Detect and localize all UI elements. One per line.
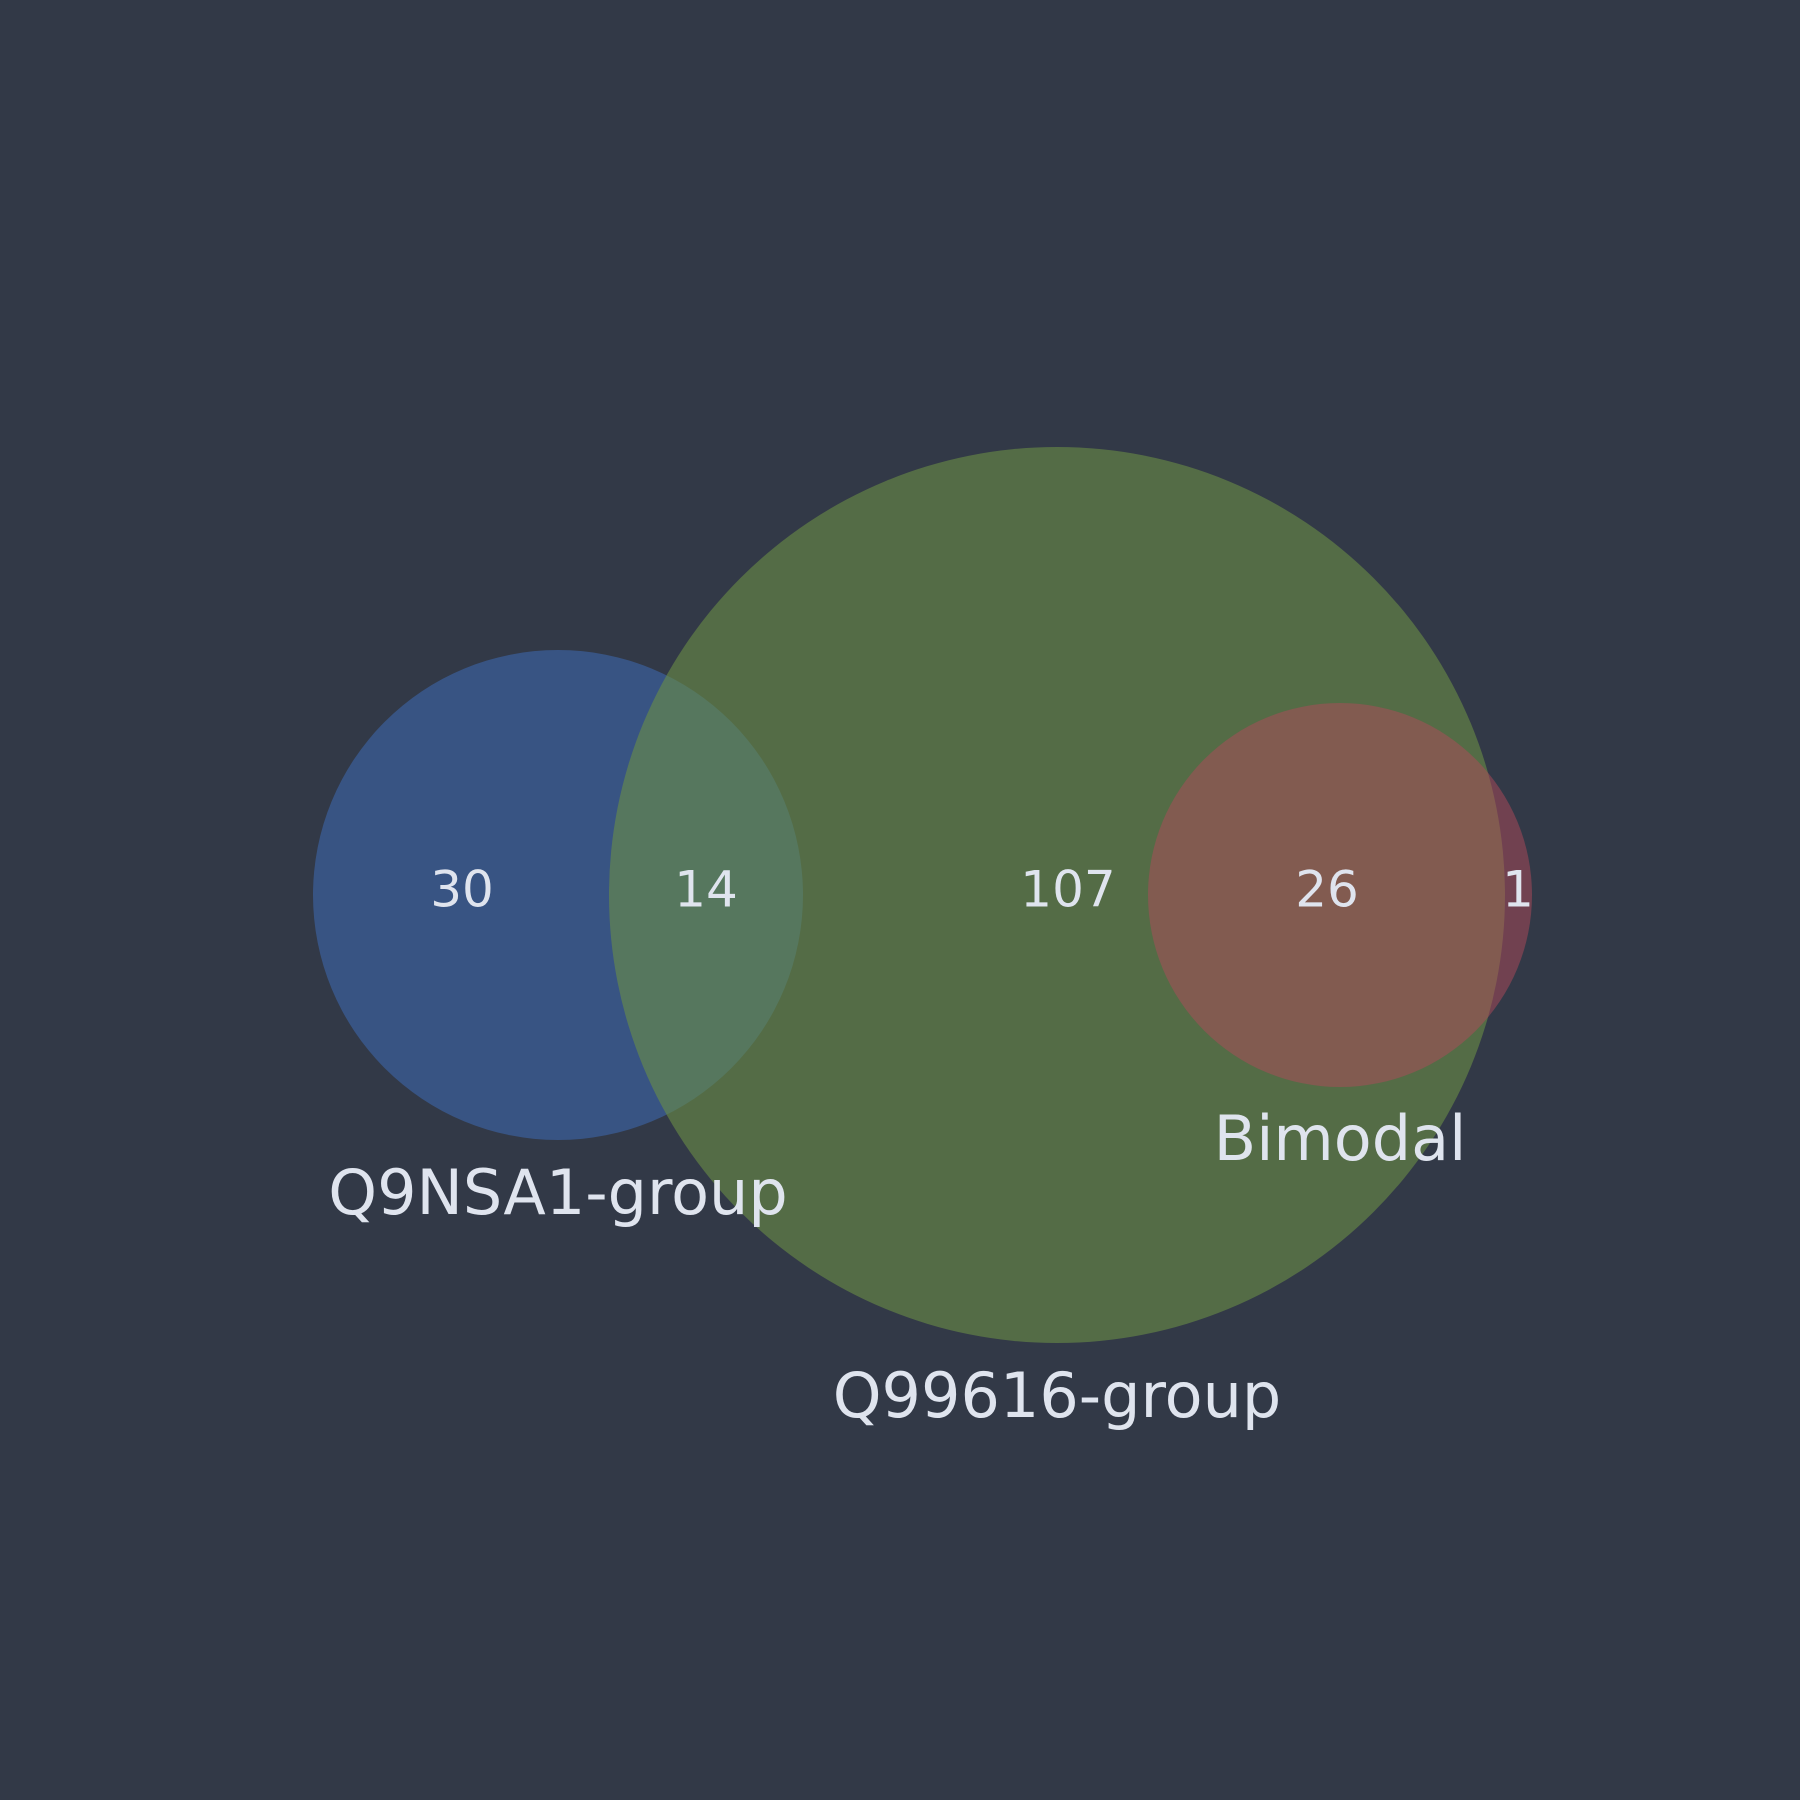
label-q99616-group: Q99616-group bbox=[833, 1359, 1281, 1432]
label-q9nsa1-group: Q9NSA1-group bbox=[328, 1156, 787, 1229]
count-q9nsa1-only: 30 bbox=[430, 861, 494, 919]
count-q99616-only: 107 bbox=[1020, 861, 1115, 919]
count-q99616-bimodal: 26 bbox=[1295, 861, 1359, 919]
region-counts: 30 14 107 26 1 bbox=[430, 861, 1534, 919]
label-bimodal: Bimodal bbox=[1214, 1102, 1467, 1175]
set-labels: Q9NSA1-group Q99616-group Bimodal bbox=[328, 1102, 1466, 1432]
circle-bimodal bbox=[1148, 703, 1532, 1087]
count-bimodal-only: 1 bbox=[1502, 861, 1534, 919]
set-circles bbox=[313, 447, 1532, 1343]
count-q9nsa1-q99616: 14 bbox=[674, 861, 738, 919]
circle-q99616-group bbox=[609, 447, 1505, 1343]
